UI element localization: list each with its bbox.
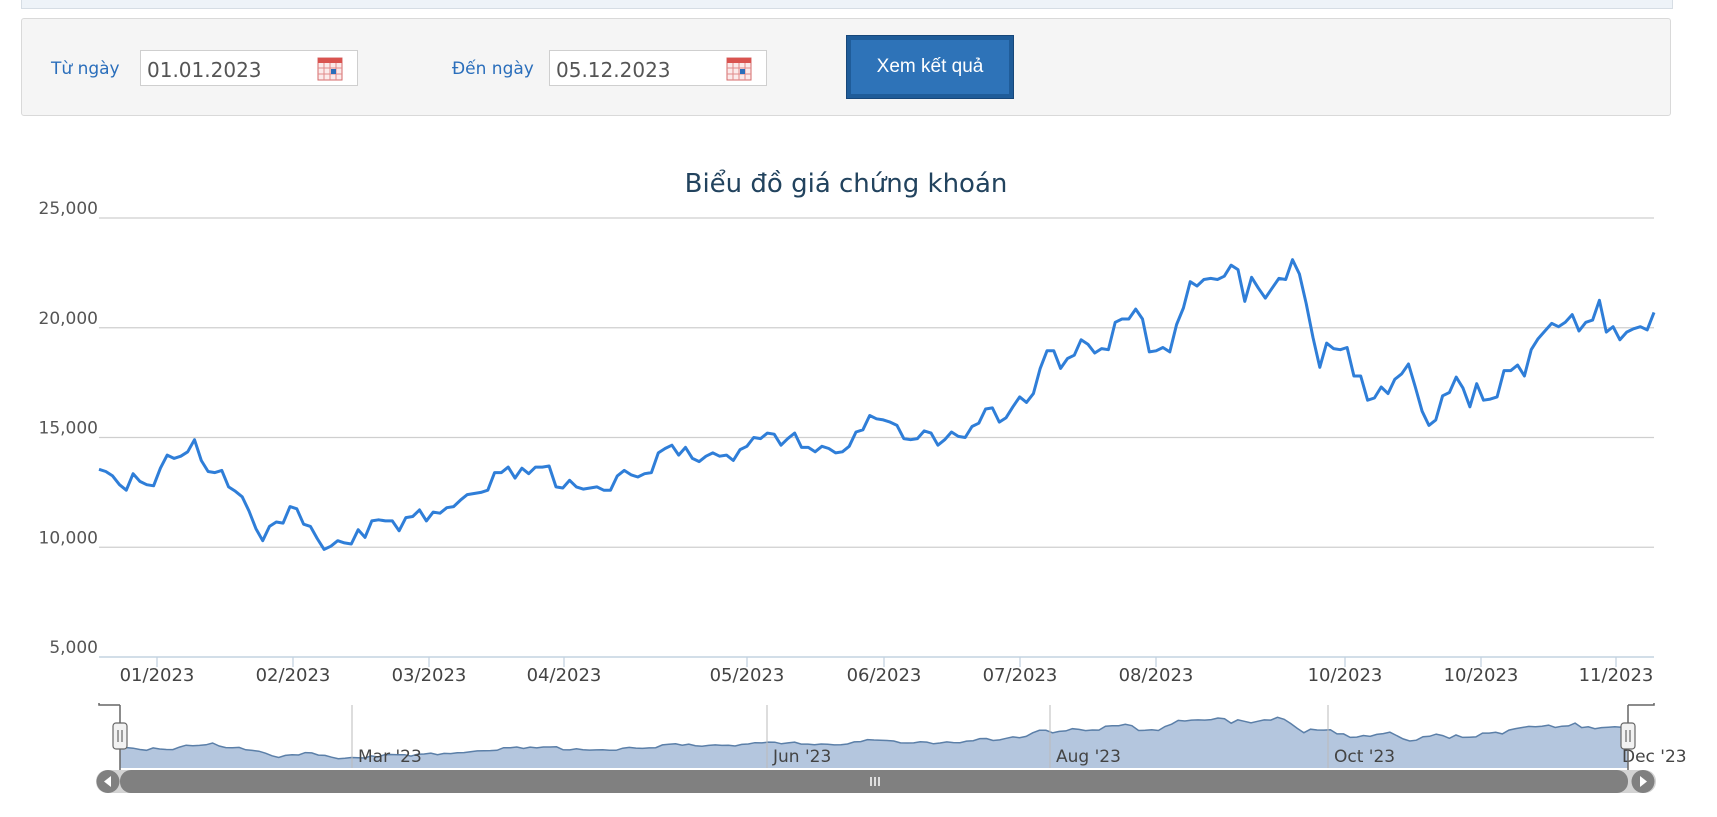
date-filter-panel: Từ ngày 01.01.2023 Đến ngày 05.12.2023 X…	[21, 18, 1671, 116]
navigator-tick-label: Aug '23	[1056, 747, 1121, 767]
x-tick-label: 10/2023	[1308, 665, 1383, 686]
arrow-left-icon	[104, 776, 111, 787]
scroll-right-button[interactable]	[1631, 770, 1655, 793]
scrollbar-thumb[interactable]	[120, 770, 1628, 793]
navigator-tick-label: Dec '23	[1622, 747, 1687, 767]
from-date-label: Từ ngày	[51, 59, 120, 79]
from-date-input[interactable]: 01.01.2023	[140, 50, 358, 86]
navigator-area	[120, 717, 1628, 768]
navigator-tick-label: Mar '23	[358, 747, 422, 767]
view-results-button[interactable]: Xem kết quả	[846, 35, 1014, 99]
y-grid	[99, 217, 1654, 658]
arrow-right-icon	[1640, 776, 1647, 787]
from-date-value: 01.01.2023	[147, 58, 262, 82]
navigator-labels: Mar '23 Jun '23 Aug '23 Oct '23 Dec '23	[358, 747, 1687, 767]
calendar-icon[interactable]	[726, 57, 752, 81]
y-tick-label: 25,000	[39, 199, 98, 219]
to-date-label: Đến ngày	[452, 59, 534, 79]
x-tick-label: 03/2023	[392, 665, 467, 686]
view-results-label: Xem kết quả	[851, 40, 1009, 94]
chart-title: Biểu đồ giá chứng khoán	[685, 168, 1008, 199]
x-tick-label: 07/2023	[983, 665, 1058, 686]
y-tick-label: 20,000	[39, 309, 98, 329]
navigator-line	[119, 716, 1629, 760]
x-tick-label: 10/2023	[1444, 665, 1519, 686]
navigator[interactable]: Mar '23 Jun '23 Aug '23 Oct '23 Dec '23	[98, 703, 1687, 770]
top-strip	[21, 0, 1673, 9]
x-tick-label: 02/2023	[256, 665, 331, 686]
to-date-value: 05.12.2023	[556, 58, 671, 82]
navigator-grid	[351, 705, 1329, 768]
navigator-right-handle[interactable]	[1620, 722, 1636, 750]
navigator-tick-label: Oct '23	[1334, 747, 1395, 767]
x-tick-label: 01/2023	[120, 665, 195, 686]
y-tick-label: 10,000	[39, 528, 98, 548]
x-tick-label: 05/2023	[710, 665, 785, 686]
x-axis: 01/2023 02/2023 03/2023 04/2023 05/2023 06/20…	[99, 656, 1654, 686]
navigator-left-handle[interactable]	[112, 722, 128, 750]
scroll-left-button[interactable]	[96, 770, 120, 793]
scrollbar[interactable]	[96, 770, 1656, 793]
to-date-input[interactable]: 05.12.2023	[549, 50, 767, 86]
x-tick-label: 06/2023	[847, 665, 922, 686]
navigator-tick-label: Jun '23	[772, 747, 831, 767]
x-tick-label: 08/2023	[1119, 665, 1194, 686]
navigator-outline	[98, 703, 1655, 706]
x-tick-label: 11/2023	[1579, 665, 1654, 686]
y-axis-labels: 25,000 20,000 15,000 10,000 5,000	[39, 199, 98, 658]
price-series-line	[98, 258, 1656, 551]
x-tick-label: 04/2023	[527, 665, 602, 686]
calendar-icon[interactable]	[317, 57, 343, 81]
y-tick-label: 15,000	[39, 419, 98, 439]
y-tick-label: 5,000	[49, 638, 98, 658]
scrollbar-grip-icon	[870, 777, 880, 786]
